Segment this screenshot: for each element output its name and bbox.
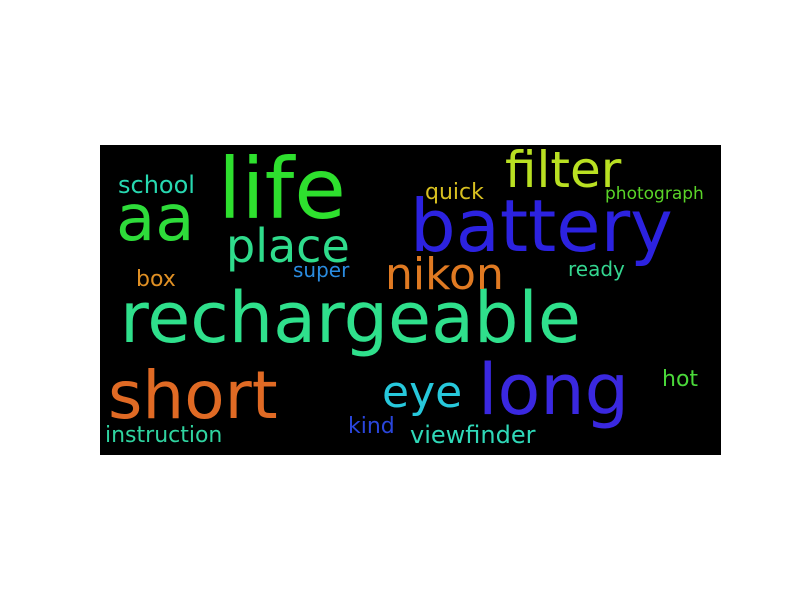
word-hot: hot	[662, 367, 699, 392]
word-quick: quick	[425, 180, 484, 205]
word-instruction: instruction	[105, 423, 223, 448]
word-school: school	[118, 171, 195, 199]
word-filter: filter	[505, 145, 622, 199]
word-ready: ready	[568, 257, 625, 281]
word-super: super	[293, 258, 350, 282]
word-kind: kind	[348, 414, 395, 439]
word-battery: battery	[410, 184, 673, 268]
word-photograph: photograph	[605, 184, 704, 204]
word-short: short	[108, 357, 278, 434]
word-rechargeable: rechargeable	[120, 277, 581, 359]
word-place: place	[226, 219, 350, 273]
word-long: long	[478, 349, 630, 431]
word-box: box	[136, 267, 176, 292]
word-nikon: nikon	[385, 249, 504, 300]
word-eye: eye	[382, 367, 463, 418]
word-life: life	[218, 145, 346, 238]
word-viewfinder: viewfinder	[410, 421, 536, 449]
word-cloud: life battery rechargeable filter aa plac…	[100, 145, 721, 455]
word-aa: aa	[116, 182, 195, 256]
